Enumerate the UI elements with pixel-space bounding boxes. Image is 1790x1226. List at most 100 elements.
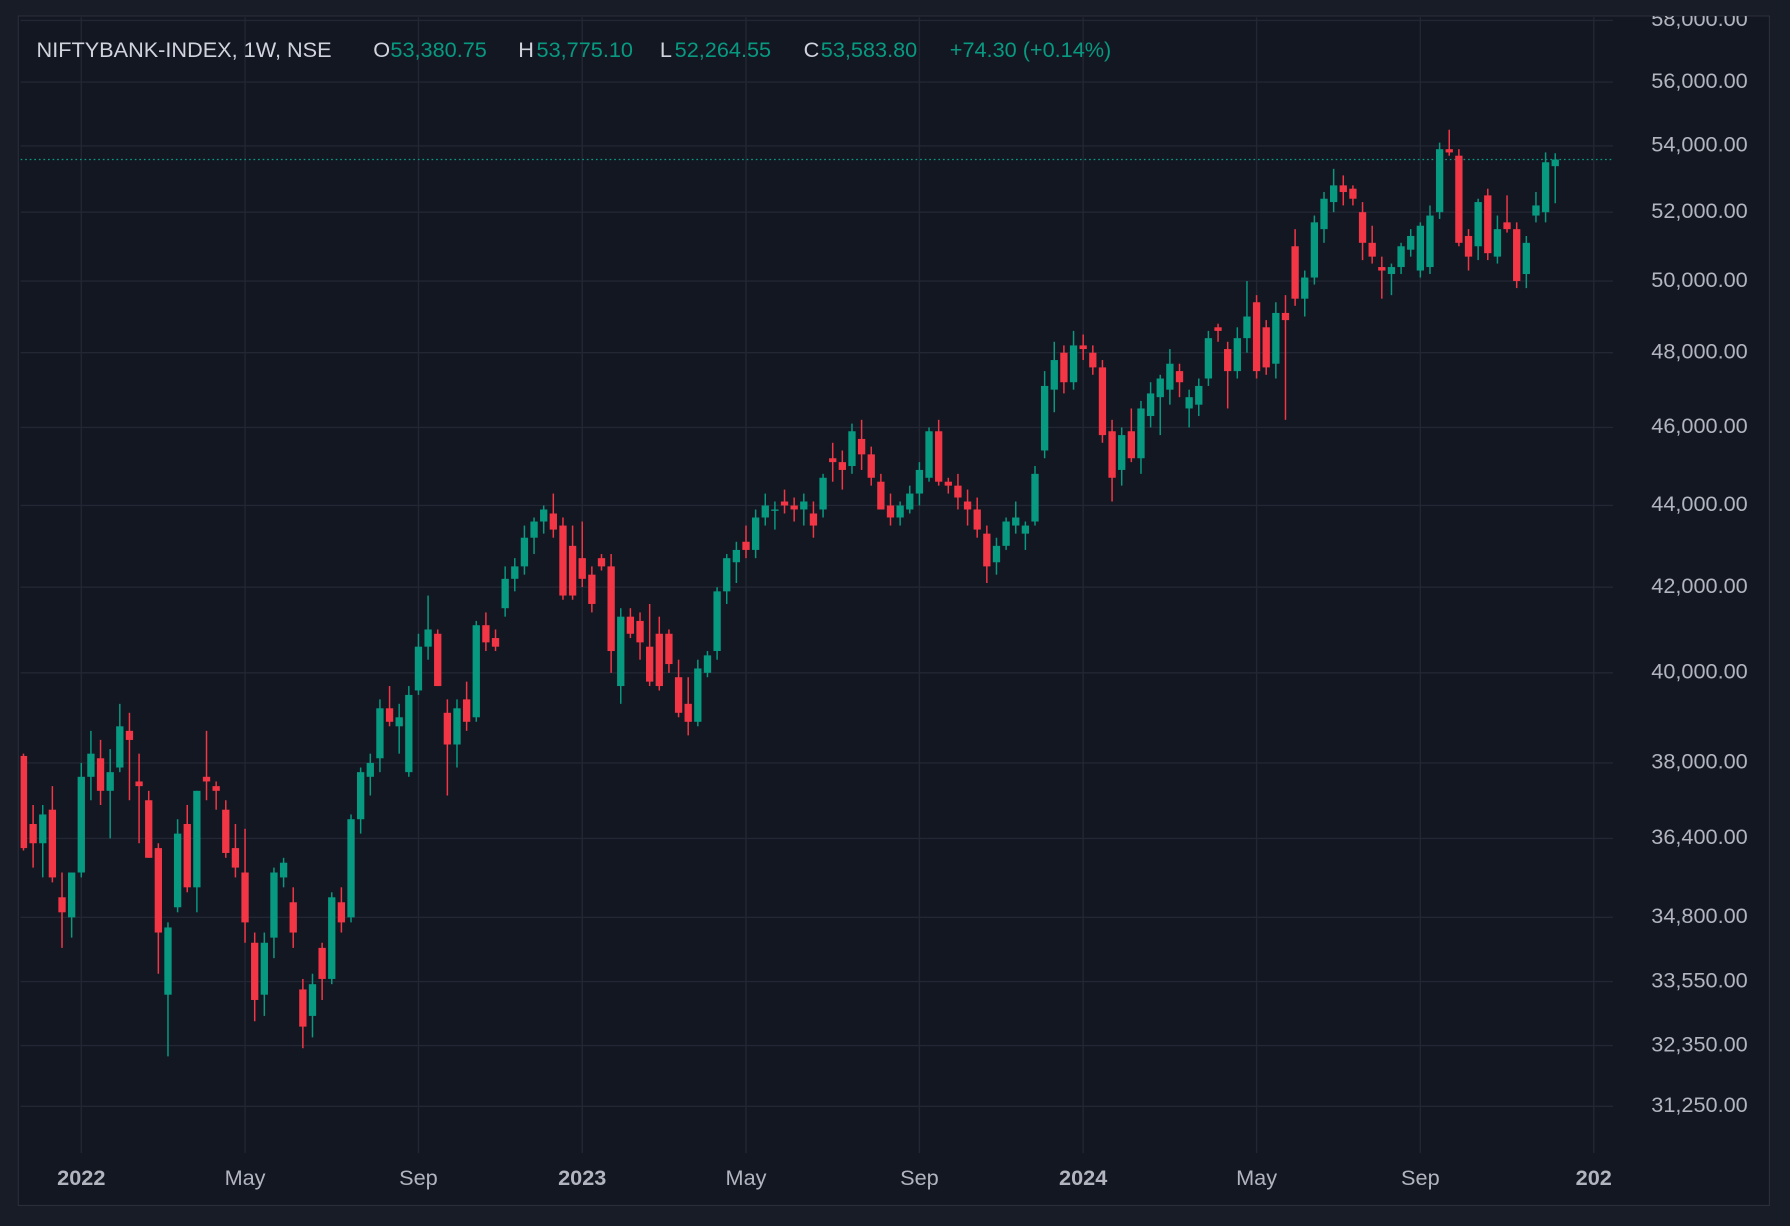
candle-body — [886, 505, 895, 518]
y-tick-label: 32,350.00 — [1651, 1031, 1747, 1056]
candle-body — [1079, 345, 1087, 350]
candle-body — [491, 638, 500, 647]
candle-body — [453, 708, 461, 745]
candle-body — [347, 819, 355, 918]
candle-body — [1455, 155, 1463, 243]
y-tick-label: 38,000.00 — [1651, 749, 1747, 774]
candle-body — [1108, 431, 1116, 478]
candle-body — [1050, 360, 1058, 390]
y-tick-label: 44,000.00 — [1651, 491, 1747, 516]
candle-body — [1127, 431, 1135, 459]
candle-body — [1021, 525, 1030, 534]
candle-body — [1513, 229, 1521, 282]
candle-body — [857, 438, 866, 455]
legend-header: NIFTYBANK-INDEX, 1W, NSE O 53,380.75 H 53,7… — [37, 37, 1112, 62]
candle-body — [1281, 312, 1290, 321]
x-tick-label: 2023 — [558, 1165, 606, 1190]
chart-title: NIFTYBANK-INDEX, 1W, NSE — [37, 37, 332, 62]
candle-body — [405, 694, 413, 773]
candle-body — [424, 629, 432, 647]
candle-body — [29, 824, 37, 844]
candle-body — [809, 513, 818, 526]
ohlc-label: O — [373, 37, 390, 62]
candle-body — [1522, 242, 1530, 275]
candle-body — [472, 625, 480, 718]
grid — [20, 17, 1614, 1153]
candle-body — [1137, 408, 1145, 459]
y-tick-label: 58,000.00 — [1651, 6, 1747, 31]
candle-body — [530, 521, 538, 538]
candle-body — [626, 616, 635, 634]
candle-body — [87, 753, 95, 777]
candle-body — [771, 509, 779, 511]
candle-body — [1224, 349, 1232, 372]
candle-body — [896, 505, 904, 518]
candle-body — [1474, 202, 1482, 247]
candle-body — [520, 537, 529, 567]
candle-body — [646, 646, 654, 682]
candle-body — [1532, 205, 1540, 216]
ohlc-value: 53,583.80 — [821, 37, 917, 62]
y-tick-label: 50,000.00 — [1651, 267, 1747, 292]
candle-body — [1387, 267, 1396, 275]
candle-body — [713, 591, 721, 652]
candle-body — [1493, 229, 1502, 257]
candle-body — [231, 848, 240, 868]
candle-body — [665, 633, 673, 665]
candle-body — [1310, 222, 1319, 278]
candle-body — [1262, 327, 1270, 368]
candle-body — [164, 927, 172, 995]
candle-body — [1185, 397, 1193, 409]
x-tick-label: 202 — [1576, 1165, 1612, 1190]
candle-body — [674, 677, 683, 713]
candle-body — [39, 814, 47, 844]
candle-body — [1435, 149, 1444, 213]
candle-body — [1551, 159, 1559, 167]
candle-body — [106, 772, 114, 791]
candle-body — [1272, 312, 1280, 364]
candle-body — [867, 454, 875, 478]
candle-body — [906, 493, 914, 510]
candle-body — [434, 633, 442, 687]
candle-body — [694, 668, 702, 722]
y-tick-label: 52,000.00 — [1651, 198, 1747, 223]
candle-body — [443, 712, 452, 745]
candle-body — [1012, 517, 1020, 526]
candle-body — [1339, 185, 1347, 193]
candle-body — [1320, 198, 1328, 230]
candle-body — [135, 781, 143, 787]
candle-body — [1378, 267, 1386, 271]
candle-body — [963, 501, 972, 510]
candle-body — [1089, 352, 1097, 368]
candle-body — [559, 525, 567, 596]
candle-body — [655, 633, 663, 687]
candle-body — [501, 578, 509, 609]
candle-body — [1397, 246, 1405, 268]
candle-body — [77, 776, 85, 873]
candle-body — [270, 872, 278, 938]
candle-body — [395, 717, 403, 727]
ohlc-label: H — [518, 37, 534, 62]
candle-body — [116, 726, 124, 768]
x-tick-label: Sep — [1401, 1165, 1440, 1190]
candle-body — [800, 501, 808, 510]
candle-body — [1195, 385, 1203, 405]
candle-body — [636, 620, 644, 643]
y-tick-label: 56,000.00 — [1651, 68, 1747, 93]
candle-body — [1166, 363, 1174, 390]
candle-body — [925, 431, 933, 478]
candle-body — [588, 574, 596, 604]
candle-body — [1464, 235, 1473, 257]
candle-body — [1301, 277, 1309, 299]
x-tick-label: 2024 — [1059, 1165, 1107, 1190]
ohlc-value: 52,264.55 — [675, 37, 771, 62]
candle-body — [983, 533, 991, 567]
candle-body — [1416, 225, 1425, 271]
candle-body — [1291, 246, 1299, 299]
candle-body — [212, 786, 220, 791]
candle-body — [376, 708, 384, 759]
candle-body — [1407, 235, 1415, 250]
candle-body — [1069, 345, 1078, 383]
candle-body — [318, 947, 326, 979]
